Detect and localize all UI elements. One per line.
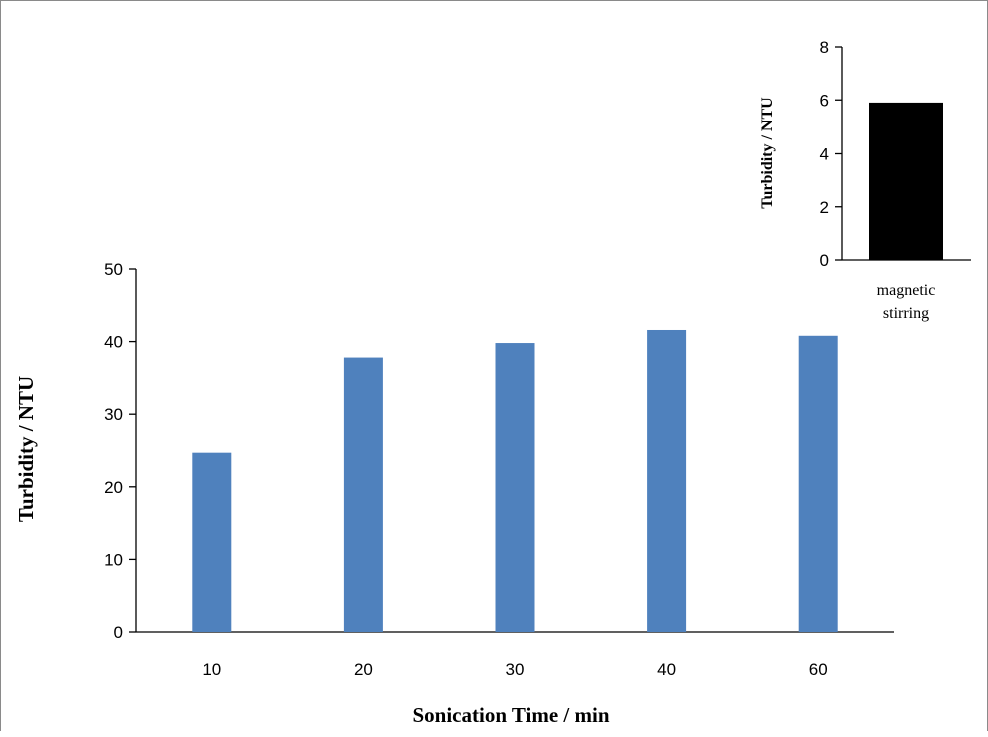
main-bar — [192, 452, 232, 632]
main-x-tick-label: 30 — [506, 660, 525, 679]
main-bar — [343, 357, 383, 632]
main-bar — [798, 335, 838, 632]
main-bar-chart: 0 10 20 30 40 50 10 20 30 40 60 Sonication Time /… — [14, 260, 894, 727]
main-x-tick-label: 20 — [354, 660, 373, 679]
inset-y-tick-label: 6 — [820, 91, 829, 110]
main-bar — [647, 329, 687, 632]
main-y-tick-label: 0 — [114, 623, 123, 642]
inset-y-tick-label: 2 — [820, 198, 829, 217]
inset-x-tick-label: stirring — [883, 305, 929, 322]
inset-bar — [869, 102, 943, 260]
main-y-axis-title: Turbidity / NTU — [14, 376, 38, 522]
main-y-tick-label: 20 — [104, 478, 123, 497]
inset-y-tick-label: 8 — [820, 38, 829, 57]
main-y-tick-label: 40 — [104, 333, 123, 352]
main-y-tick-label: 50 — [104, 260, 123, 279]
inset-bar-chart: 0 2 4 6 8 magnetic stirring Turbidity / NTU — [759, 38, 971, 322]
main-x-axis-title: Sonication Time / min — [412, 703, 609, 727]
inset-y-tick-label: 0 — [820, 251, 829, 270]
main-y-tick-label: 10 — [104, 550, 123, 569]
main-x-tick-label: 10 — [202, 660, 221, 679]
inset-y-tick-label: 4 — [820, 145, 829, 164]
main-x-tick-label: 40 — [657, 660, 676, 679]
main-x-tick-label: 60 — [809, 660, 828, 679]
inset-x-tick-label: magnetic — [877, 282, 936, 299]
main-y-tick-label: 30 — [104, 405, 123, 424]
main-bar — [495, 343, 535, 632]
inset-y-axis-title: Turbidity / NTU — [759, 97, 776, 209]
